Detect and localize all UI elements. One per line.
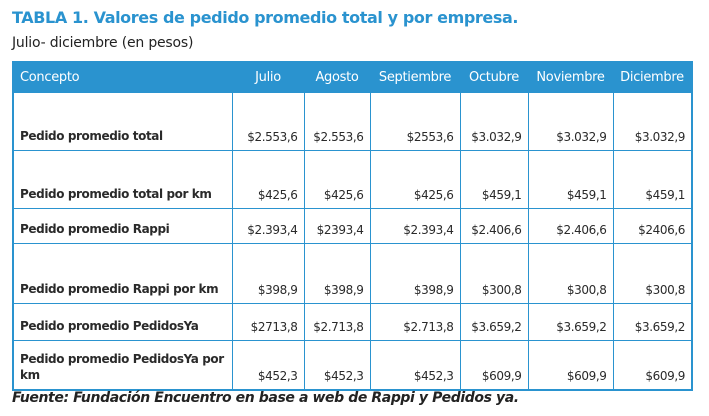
table-row: Pedido promedio total $2.553,6 $2.553,6 …	[12, 92, 693, 151]
table-cell: $2.713,8	[369, 303, 461, 341]
column-header-concepto: Concepto	[13, 62, 232, 93]
table-title: TABLA 1. Valores de pedido promedio tota…	[12, 8, 519, 27]
table-cell: $3.032,9	[612, 92, 693, 151]
table-cell: $425,6	[303, 150, 371, 209]
table-cell: $2.393,4	[369, 208, 461, 244]
table-cell: $300,8	[459, 243, 529, 304]
table-row: Pedido promedio PedidosYa por km $452,3 …	[12, 340, 693, 390]
table-cell: $2.553,6	[231, 92, 305, 151]
source-note: Fuente: Fundación Encuentro en base a we…	[12, 390, 519, 406]
table-row: Pedido promedio Rappi $2.393,4 $2393,4 $…	[12, 208, 693, 244]
table-cell: $459,1	[527, 150, 614, 209]
table-cell: $425,6	[231, 150, 305, 209]
table-cell: $609,9	[459, 340, 529, 390]
table-cell: $3.032,9	[527, 92, 614, 151]
row-label: Pedido promedio Rappi por km	[12, 243, 233, 304]
table-cell: $452,3	[369, 340, 461, 390]
table-cell: $609,9	[527, 340, 614, 390]
table-cell: $2.393,4	[231, 208, 305, 244]
table-subtitle: Julio- diciembre (en pesos)	[12, 35, 194, 51]
table-row: Pedido promedio Rappi por km $398,9 $398…	[12, 243, 693, 304]
table-cell: $2.713,8	[303, 303, 371, 341]
row-label: Pedido promedio total por km	[12, 150, 233, 209]
table-cell: $2.406,6	[527, 208, 614, 244]
column-header-julio: Julio	[232, 62, 304, 93]
column-header-noviembre: Noviembre	[528, 62, 613, 93]
table-cell: $398,9	[231, 243, 305, 304]
column-header-octubre: Octubre	[460, 62, 528, 93]
table-cell: $2.553,6	[303, 92, 371, 151]
table-cell: $300,8	[527, 243, 614, 304]
table-cell: $2406,6	[612, 208, 693, 244]
data-table: Concepto Julio Agosto Septiembre Octubre…	[12, 61, 693, 391]
table-row: Pedido promedio PedidosYa $2713,8 $2.713…	[12, 303, 693, 341]
table-cell: $459,1	[612, 150, 693, 209]
row-label: Pedido promedio PedidosYa	[12, 303, 233, 341]
table-cell: $300,8	[612, 243, 693, 304]
table-cell: $452,3	[303, 340, 371, 390]
table-cell: $2713,8	[231, 303, 305, 341]
table-cell: $609,9	[612, 340, 693, 390]
table-cell: $3.032,9	[459, 92, 529, 151]
table-cell: $3.659,2	[612, 303, 693, 341]
header-row: Concepto Julio Agosto Septiembre Octubre…	[13, 62, 692, 93]
column-header-diciembre: Diciembre	[613, 62, 692, 93]
row-label: Pedido promedio PedidosYa por km	[12, 340, 233, 390]
table-cell: $3.659,2	[527, 303, 614, 341]
table-cell: $398,9	[303, 243, 371, 304]
table-cell: $452,3	[231, 340, 305, 390]
table-cell: $2553,6	[369, 92, 461, 151]
table-cell: $2393,4	[303, 208, 371, 244]
table-cell: $398,9	[369, 243, 461, 304]
table-cell: $3.659,2	[459, 303, 529, 341]
row-label: Pedido promedio total	[12, 92, 233, 151]
column-header-septiembre: Septiembre	[370, 62, 460, 93]
table-cell: $425,6	[369, 150, 461, 209]
row-label: Pedido promedio Rappi	[12, 208, 233, 244]
table-row: Pedido promedio total por km $425,6 $425…	[12, 150, 693, 209]
table-cell: $459,1	[459, 150, 529, 209]
table-cell: $2.406,6	[459, 208, 529, 244]
column-header-agosto: Agosto	[304, 62, 370, 93]
